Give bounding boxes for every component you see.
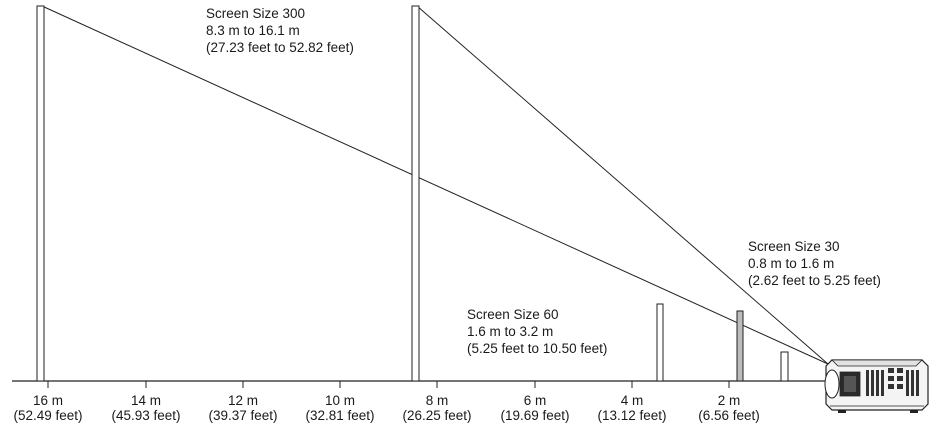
tick-label-2m: 2 m (6.56 feet) — [698, 393, 760, 423]
projector-icon — [824, 359, 929, 413]
beam-line-300-near — [416, 5, 829, 365]
screen-300-range-m: 8.3 m to 16.1 m — [206, 23, 300, 38]
screen-60-range-ft: (5.25 feet to 10.50 feet) — [467, 341, 608, 356]
tick-label-16m: 16 m (52.49 feet) — [13, 393, 83, 423]
screen-60-far — [656, 303, 664, 382]
screen-300-label: Screen Size 300 8.3 m to 16.1 m (27.23 f… — [206, 5, 354, 56]
screen-300-range-ft: (27.23 feet to 52.82 feet) — [206, 40, 354, 55]
beam-line-300-far — [41, 5, 829, 365]
tick-label-8m: 8 m (26.25 feet) — [402, 393, 472, 423]
tick-label-6m: 6 m (19.69 feet) — [500, 393, 570, 423]
screen-300-size: Screen Size 300 — [206, 6, 306, 21]
screen-60-label: Screen Size 60 1.6 m to 3.2 m (5.25 feet… — [467, 306, 607, 357]
screen-300-near — [411, 5, 420, 382]
screen-300-far — [36, 5, 45, 382]
tick-label-4m: 4 m (13.12 feet) — [597, 393, 667, 423]
screen-60-near — [736, 310, 744, 382]
screen-30-range-m: 0.8 m to 1.6 m — [748, 256, 835, 271]
screen-60-size: Screen Size 60 — [467, 307, 559, 322]
axis-ticks — [47, 381, 730, 388]
screen-30-size: Screen Size 30 — [748, 239, 840, 254]
screen-30-label: Screen Size 30 0.8 m to 1.6 m (2.62 feet… — [748, 238, 881, 289]
screen-30-range-ft: (2.62 feet to 5.25 feet) — [748, 273, 881, 288]
screen-60-range-m: 1.6 m to 3.2 m — [467, 324, 554, 339]
tick-label-12m: 12 m (39.37 feet) — [208, 393, 278, 423]
tick-label-14m: 14 m (45.93 feet) — [111, 393, 181, 423]
screen-30 — [780, 351, 789, 382]
tick-label-10m: 10 m (32.81 feet) — [305, 393, 375, 423]
